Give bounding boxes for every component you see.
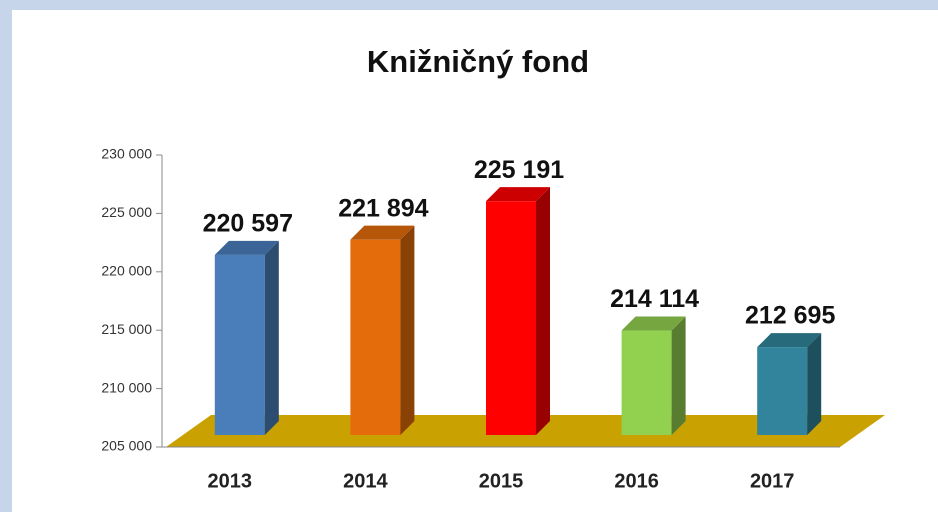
x-tick-label: 2014: [343, 470, 388, 492]
value-label: 220 597: [203, 209, 293, 237]
y-tick-label: 205 000: [101, 438, 152, 454]
bar: [214, 254, 265, 435]
value-label: 214 114: [610, 285, 699, 313]
x-tick-label: 2015: [479, 470, 524, 492]
bar-side: [536, 187, 550, 435]
value-label: 221 894: [338, 194, 428, 222]
bar-side: [400, 225, 415, 435]
bar-top: [350, 225, 415, 240]
y-tick-label: 220 000: [101, 263, 152, 279]
y-tick-label: 230 000: [101, 146, 152, 162]
x-tick-label: 2016: [614, 470, 659, 492]
bar-side: [807, 333, 822, 435]
bar: [757, 347, 808, 435]
value-label: 212 695: [745, 302, 835, 330]
bar-top: [621, 316, 686, 331]
chart-title: Knižničný fond: [367, 44, 589, 79]
x-tick-label: 2013: [208, 470, 253, 492]
bar-side: [671, 316, 686, 435]
y-tick-label: 225 000: [101, 204, 152, 220]
bar-top: [486, 187, 550, 202]
y-tick-label: 210 000: [101, 379, 152, 395]
bar-side: [264, 240, 279, 435]
bar: [486, 201, 536, 435]
bar-top: [757, 333, 822, 348]
bar: [350, 239, 401, 435]
y-tick-label: 215 000: [101, 321, 152, 337]
bar: [621, 330, 672, 435]
x-tick-label: 2017: [750, 470, 795, 492]
bar-top: [214, 240, 279, 255]
value-label: 225 191: [474, 156, 564, 184]
